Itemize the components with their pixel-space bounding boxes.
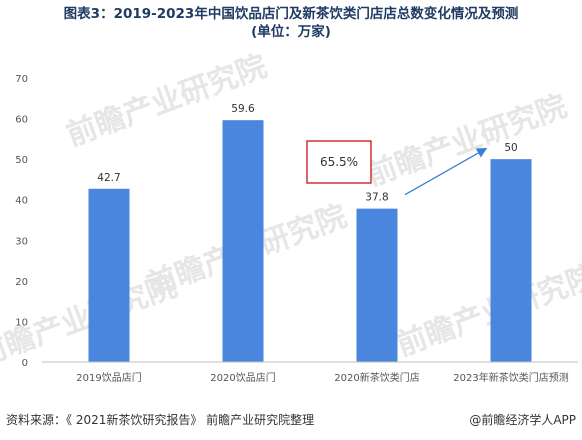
bar-value-label: 50 (504, 142, 517, 154)
bar (222, 120, 264, 363)
y-tick-label: 20 (15, 277, 28, 288)
growth-box (306, 140, 372, 184)
y-tick-label: 60 (15, 115, 28, 126)
watermark-text: 前瞻产业研究院 (392, 259, 582, 364)
bar (356, 208, 398, 362)
chart-title: 图表3：2019-2023年中国饮品店门及新茶饮类门店店总数变化情况及预测 (63, 6, 519, 22)
bar (490, 159, 532, 362)
brand-label: @前瞻经济学人APP (469, 413, 576, 427)
y-tick-label: 40 (15, 196, 28, 207)
watermark-text: 前瞻产业研究院 (362, 89, 571, 194)
bar-value-label: 37.8 (365, 192, 388, 204)
bars-group: 42.7 59.6 37.8 50 (88, 103, 532, 363)
bar (88, 188, 130, 362)
y-tick-label: 30 (15, 236, 28, 247)
y-tick-label: 10 (15, 317, 28, 328)
bar-value-label: 59.6 (231, 103, 255, 115)
y-tick-label: 0 (22, 358, 28, 369)
y-tick-label: 50 (15, 155, 28, 166)
x-tick-label: 2019饮品店门 (76, 371, 141, 384)
growth-annotation: 65.5% (306, 140, 488, 196)
chart-unit-subtitle: (单位：万家) (251, 24, 331, 40)
growth-rate-label: 65.5% (320, 155, 358, 169)
x-tick-label: 2020新茶饮类门店 (334, 371, 419, 384)
source-note: 资料来源：《 2021新茶饮研究报告》 前瞻产业研究院整理 (6, 413, 315, 427)
y-axis: 0 10 20 30 40 50 60 70 (15, 74, 28, 369)
x-axis: 2019饮品店门 2020饮品店门 2020新茶饮类门店 2023年新茶饮类门店预测 (42, 361, 578, 384)
x-tick-label: 2023年新茶饮类门店预测 (453, 371, 568, 384)
growth-arrow (404, 147, 488, 196)
bar-value-label: 42.7 (97, 172, 120, 184)
y-tick-label: 70 (15, 74, 28, 85)
x-tick-label: 2020饮品店门 (210, 371, 275, 384)
